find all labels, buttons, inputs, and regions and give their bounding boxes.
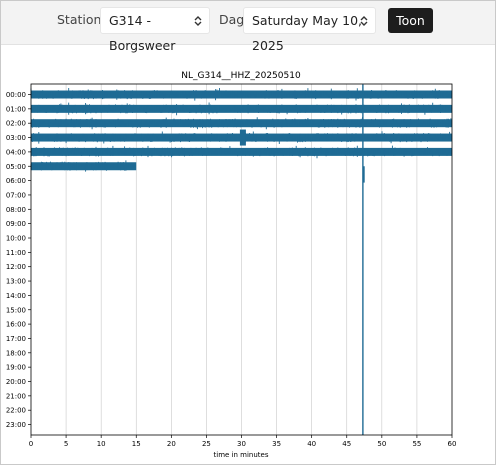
select-caret-icon [360, 16, 368, 26]
station-label: Stations [57, 12, 108, 27]
y-tick-label: 19:00 [6, 364, 26, 372]
y-tick-label: 10:00 [6, 235, 26, 243]
x-tick-label: 20 [167, 440, 176, 448]
y-tick-label: 02:00 [6, 120, 26, 128]
x-tick-label: 55 [412, 440, 421, 448]
y-tick-label: 13:00 [6, 278, 26, 286]
event-burst [239, 129, 246, 146]
y-tick-label: 06:00 [6, 177, 26, 185]
x-tick-label: 10 [97, 440, 106, 448]
y-tick-label: 00:00 [6, 91, 26, 99]
y-tick-label: 01:00 [6, 105, 26, 113]
y-tick-label: 22:00 [6, 407, 26, 415]
y-tick-label: 08:00 [6, 206, 26, 214]
x-tick-label: 5 [64, 440, 68, 448]
y-axis: 00:00 01:00 02:00 03:00 04:00 05:00 06:00 07:00… [6, 91, 31, 429]
y-tick-label: 23:00 [6, 421, 26, 429]
x-tick-label: 50 [377, 440, 386, 448]
day-select-value: Saturday May 10, 2025 [252, 13, 362, 53]
y-tick-label: 17:00 [6, 335, 26, 343]
x-tick-label: 45 [342, 440, 351, 448]
station-select[interactable]: G314 - Borgsweer [100, 7, 210, 53]
y-tick-label: 21:00 [6, 392, 26, 400]
y-tick-label: 05:00 [6, 163, 26, 171]
x-tick-label: 15 [132, 440, 141, 448]
x-tick-label: 40 [307, 440, 316, 448]
x-tick-label: 60 [448, 440, 457, 448]
x-tick-label: 25 [202, 440, 211, 448]
day-select[interactable]: Saturday May 10, 2025 [243, 7, 376, 53]
x-axis: 0 5 10 15 20 25 30 35 40 45 50 55 60 [29, 435, 457, 448]
x-tick-label: 30 [237, 440, 246, 448]
y-tick-label: 16:00 [6, 321, 26, 329]
y-tick-label: 04:00 [6, 148, 26, 156]
y-tick-label: 20:00 [6, 378, 26, 386]
day-label: Dag [219, 12, 245, 27]
y-tick-label: 18:00 [6, 349, 26, 357]
controls-bar: Stations G314 - Borgsweer Dag Saturday M… [1, 1, 495, 53]
x-tick-label: 35 [272, 440, 281, 448]
show-button[interactable]: Toon [388, 8, 433, 33]
y-tick-label: 12:00 [6, 263, 26, 271]
y-tick-label: 07:00 [6, 191, 26, 199]
y-tick-label: 03:00 [6, 134, 26, 142]
y-tick-label: 15:00 [6, 306, 26, 314]
station-select-value: G314 - Borgsweer [109, 13, 176, 53]
select-caret-icon [194, 16, 202, 26]
y-tick-label: 14:00 [6, 292, 26, 300]
y-tick-label: 11:00 [6, 249, 26, 257]
x-axis-label: time in minutes [214, 451, 269, 459]
x-tick-label: 0 [29, 440, 33, 448]
chart-title: NL_G314__HHZ_20250510 [181, 71, 301, 81]
y-tick-label: 09:00 [6, 220, 26, 228]
trace-band [31, 162, 137, 171]
